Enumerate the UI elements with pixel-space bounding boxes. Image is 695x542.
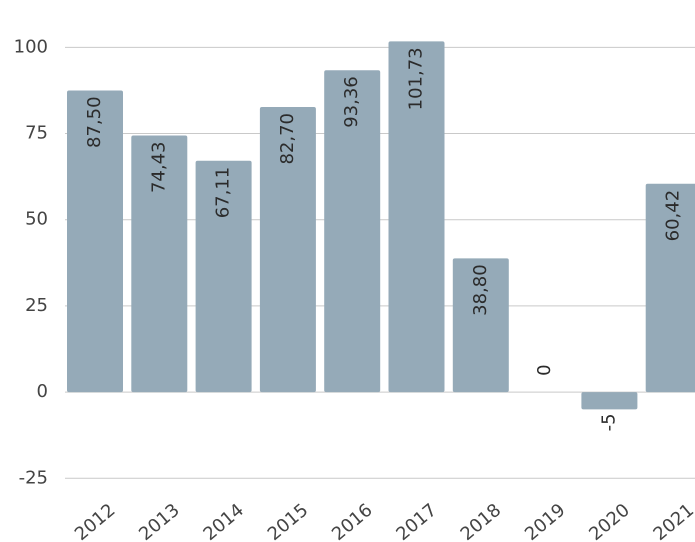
bar (131, 135, 188, 393)
x-tick-label: 2016 (328, 500, 377, 542)
value-label: 93,36 (341, 76, 362, 128)
x-tick-label: 2019 (521, 500, 570, 542)
y-tick-label: 25 (25, 295, 48, 316)
x-tick-label: 2020 (585, 500, 634, 542)
bar (645, 183, 695, 393)
x-tick-label: 2014 (199, 500, 248, 542)
y-tick-label: 100 (14, 36, 48, 57)
y-tick-label: 0 (37, 381, 48, 402)
y-tick-label: 50 (25, 209, 48, 230)
value-label: 82,70 (277, 113, 298, 165)
x-tick-label: 2015 (264, 500, 313, 542)
value-label: 38,80 (470, 264, 491, 316)
value-label: 60,42 (663, 190, 684, 242)
bar (324, 70, 381, 393)
value-label: 67,11 (213, 167, 234, 219)
x-tick-label: 2012 (71, 500, 120, 542)
bar (452, 258, 509, 393)
y-tick-label: 75 (25, 123, 48, 144)
bar (195, 160, 252, 393)
bar (388, 41, 445, 393)
value-label: -5 (598, 413, 619, 431)
value-label: 74,43 (148, 142, 169, 194)
x-tick-label: 2018 (457, 500, 506, 542)
value-label: 0 (534, 364, 555, 375)
value-label: 101,73 (406, 47, 427, 110)
y-tick-label: -25 (19, 467, 48, 488)
bar (67, 90, 123, 393)
x-tick-label: 2017 (392, 500, 441, 542)
x-tick-label: 2013 (135, 500, 184, 542)
bar (259, 107, 316, 393)
x-tick-label: 2021 (650, 500, 695, 542)
value-label: 87,50 (84, 96, 105, 148)
bar (581, 392, 638, 410)
